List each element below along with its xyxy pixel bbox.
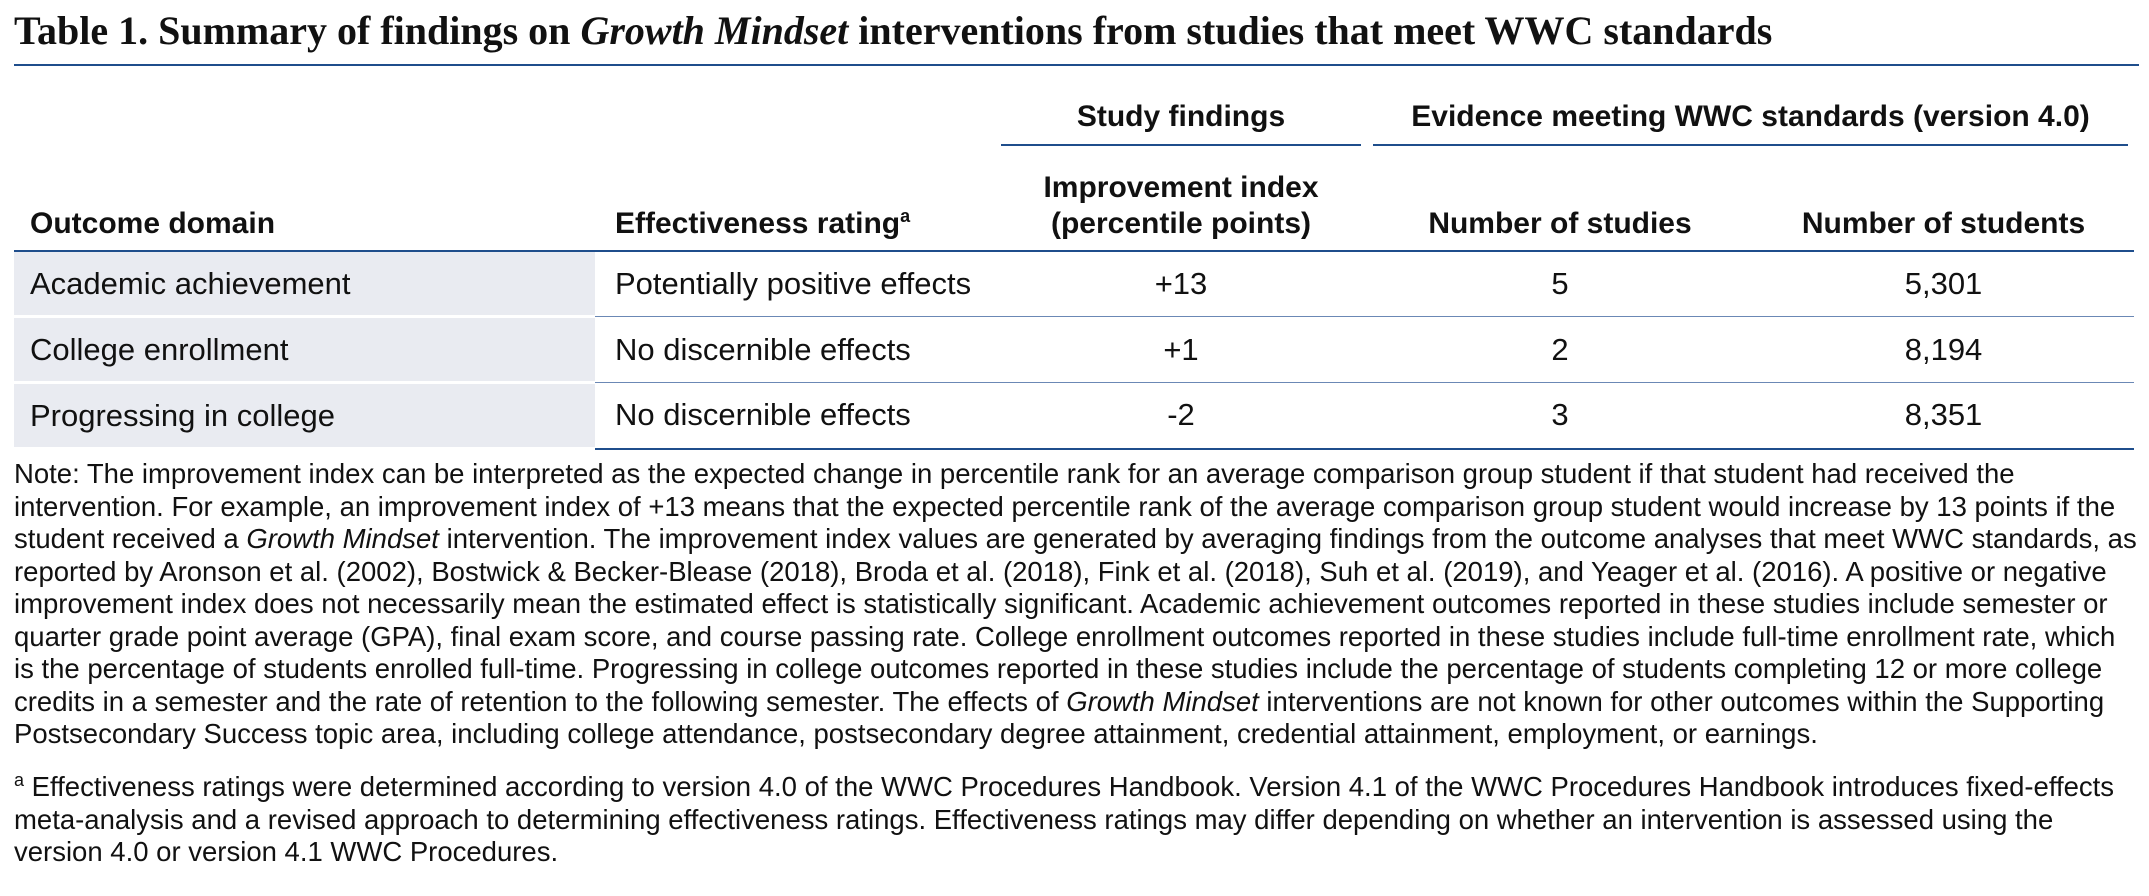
table-row: College enrollment No discernible effects… — [14, 316, 2135, 384]
group-header: Evidence meeting WWC standards (version … — [1367, 84, 2134, 146]
table-cell: Potentially positive effects — [595, 251, 995, 317]
text: Evidence meeting WWC standards (version … — [1373, 100, 2129, 146]
footnote: a Effectiveness ratings were determined … — [14, 764, 2139, 869]
table-cell: +1 — [995, 316, 1367, 383]
table-cell: 5,301 — [1753, 251, 2135, 317]
text-run: interventions are not known for other ou… — [14, 685, 2105, 750]
column-header: Effectiveness ratinga — [595, 146, 995, 252]
text-run: Note: The improvement index can be inter… — [14, 458, 2116, 554]
text-run: Table 1. Summary of findings on — [14, 8, 581, 53]
column-header: Number of students — [1753, 146, 2135, 252]
note: Note: The improvement index can be inter… — [14, 458, 2139, 751]
findings-table: Study findings Evidence meeting WWC stan… — [14, 84, 2135, 450]
table-cell: 8,194 — [1753, 316, 2135, 383]
header-line: Number of studies — [1428, 207, 1692, 240]
table-row: Academic achievement Potentially positive… — [14, 251, 2135, 318]
table-row: Progressing in college No discernible eff… — [14, 382, 2135, 450]
table-cell: +13 — [995, 251, 1367, 317]
column-header: Outcome domain — [14, 146, 595, 252]
text-run: interventions from studies that meet WWC… — [848, 8, 1773, 53]
text: Study findings — [1001, 100, 1361, 146]
table-cell: College enrollment — [14, 316, 595, 384]
column-header: Number of studies — [1367, 146, 1753, 252]
table-cell: Progressing in college — [14, 382, 595, 450]
table-cell: 8,351 — [1753, 382, 2135, 450]
table-cell: Academic achievement — [14, 251, 595, 318]
text-run: Growth Mindset — [580, 8, 849, 53]
text-run: intervention. The improvement index valu… — [14, 523, 2137, 717]
group-header: Study findings — [995, 84, 1367, 146]
header-line: Effectiveness rating — [615, 207, 901, 240]
table-cell: 2 — [1367, 316, 1753, 383]
header-line: Number of students — [1801, 207, 2086, 240]
text-run: Growth Mindset — [246, 523, 439, 554]
header-line: Outcome domain — [30, 207, 276, 240]
table-cell: 3 — [1367, 382, 1753, 450]
footnote-text: Effectiveness ratings were determined ac… — [14, 771, 2115, 868]
header-line: Improvement index — [1043, 171, 1319, 204]
column-header: Improvement index (percentile points) — [995, 146, 1367, 252]
text-run: Growth Mindset — [1066, 685, 1259, 717]
table-cell: -2 — [995, 382, 1367, 450]
table-cell: No discernible effects — [595, 382, 995, 450]
superscript: a — [900, 206, 911, 226]
footnote-marker: a — [14, 770, 25, 790]
header-line: (percentile points) — [1050, 207, 1312, 240]
table-title: Table 1. Summary of findings on Growth M… — [14, 6, 2139, 66]
table-cell: 5 — [1367, 251, 1753, 317]
table-cell: No discernible effects — [595, 316, 995, 383]
